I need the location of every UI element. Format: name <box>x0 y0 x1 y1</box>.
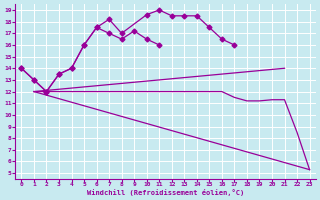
X-axis label: Windchill (Refroidissement éolien,°C): Windchill (Refroidissement éolien,°C) <box>87 189 244 196</box>
